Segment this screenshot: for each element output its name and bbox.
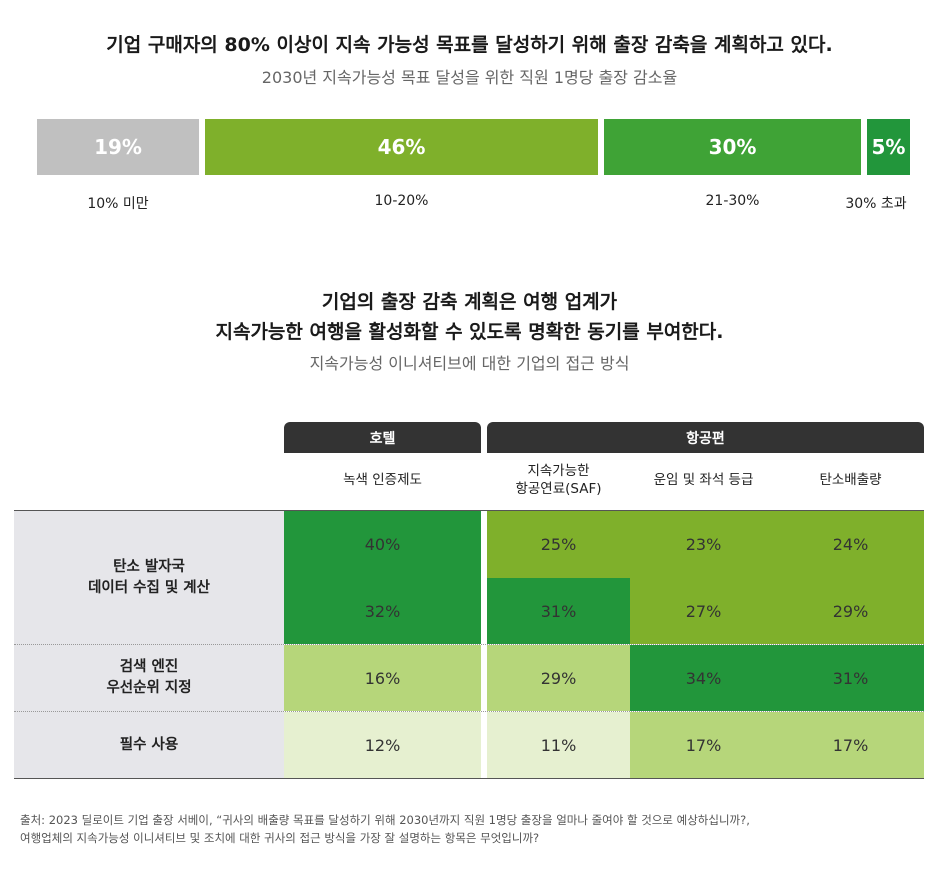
heatmap-cell: 27% bbox=[630, 578, 777, 644]
row-label-search-line2: 우선순위 지정 bbox=[106, 680, 192, 696]
heatmap-cell: 25% bbox=[487, 511, 630, 578]
column-header-saf-line1: 지속가능한 bbox=[527, 463, 590, 479]
main-title: 기업 구매자의 80% 이상이 지속 가능성 목표를 달성하기 위해 출장 감축… bbox=[106, 34, 833, 56]
row-label-search-engine: 검색 엔진 우선순위 지정 bbox=[14, 645, 284, 711]
table-bottom-line bbox=[14, 778, 924, 779]
row-label-mandatory: 필수 사용 bbox=[119, 736, 179, 753]
bar-segment: 30% bbox=[604, 119, 861, 175]
row-divider-2 bbox=[14, 711, 924, 712]
heatmap-cell: 29% bbox=[777, 578, 924, 644]
source-line1: 출처: 2023 딜로이트 기업 출장 서베이, “귀사의 배출량 목표를 달성… bbox=[20, 813, 750, 827]
main-subtitle: 2030년 지속가능성 목표 달성을 위한 직원 1명당 출장 감소율 bbox=[261, 68, 678, 87]
column-header-carbon: 탄소배출량 bbox=[819, 472, 882, 488]
column-header-fare-class: 운임 및 좌석 등급 bbox=[653, 472, 754, 488]
column-header-green-cert: 녹색 인증제도 bbox=[343, 472, 422, 488]
section2-title-line1: 기업의 출장 감축 계획은 여행 업계가 bbox=[321, 291, 618, 313]
bar-category-label: 21-30% bbox=[705, 193, 760, 209]
heatmap-cell: 32% bbox=[284, 578, 481, 644]
bar-segment: 19% bbox=[37, 119, 199, 175]
group-header-air: 항공편 bbox=[487, 422, 924, 453]
column-header-saf: 지속가능한 항공연료(SAF) bbox=[487, 460, 630, 500]
heatmap-cell: 31% bbox=[487, 578, 630, 644]
row-label-carbon-footprint: 탄소 발자국 데이터 수집 및 계산 bbox=[14, 511, 284, 644]
section2-title-line2: 지속가능한 여행을 활성화할 수 있도록 명확한 동기를 부여한다. bbox=[215, 321, 724, 343]
row-label-search-line1: 검색 엔진 bbox=[119, 659, 179, 675]
heatmap-cell: 31% bbox=[777, 645, 924, 711]
heatmap-cell: 17% bbox=[630, 712, 777, 778]
row-label-carbon-line1: 탄소 발자국 bbox=[113, 558, 185, 575]
heatmap-cell: 12% bbox=[284, 712, 481, 778]
source-note: 출처: 2023 딜로이트 기업 출장 서베이, “귀사의 배출량 목표를 달성… bbox=[20, 811, 920, 847]
heatmap-cell: 17% bbox=[777, 712, 924, 778]
bar-category-label: 10% 미만 bbox=[87, 196, 149, 212]
group-header-hotel: 호텔 bbox=[284, 422, 481, 453]
heatmap-cell: 40% bbox=[284, 511, 481, 578]
bar-category-label: 30% 초과 bbox=[845, 196, 907, 212]
heatmap-cell: 24% bbox=[777, 511, 924, 578]
heatmap-cell: 34% bbox=[630, 645, 777, 711]
row-label-carbon-line2: 데이터 수집 및 계산 bbox=[88, 579, 210, 596]
heatmap-cell: 29% bbox=[487, 645, 630, 711]
bar-category-label: 10-20% bbox=[374, 193, 429, 209]
section2-subtitle: 지속가능성 이니셔티브에 대한 기업의 접근 방식 bbox=[309, 354, 630, 373]
table-top-line bbox=[14, 510, 924, 511]
row-divider-1 bbox=[14, 644, 924, 645]
heatmap-cell: 11% bbox=[487, 712, 630, 778]
heatmap-cell: 23% bbox=[630, 511, 777, 578]
column-header-saf-line2: 항공연료(SAF) bbox=[515, 481, 602, 497]
source-line2: 여행업체의 지속가능성 이니셔티브 및 조치에 대한 귀사의 접근 방식을 가장… bbox=[20, 831, 540, 845]
bar-segment: 46% bbox=[205, 119, 598, 175]
heatmap-cell: 16% bbox=[284, 645, 481, 711]
bar-segment: 5% bbox=[867, 119, 910, 175]
